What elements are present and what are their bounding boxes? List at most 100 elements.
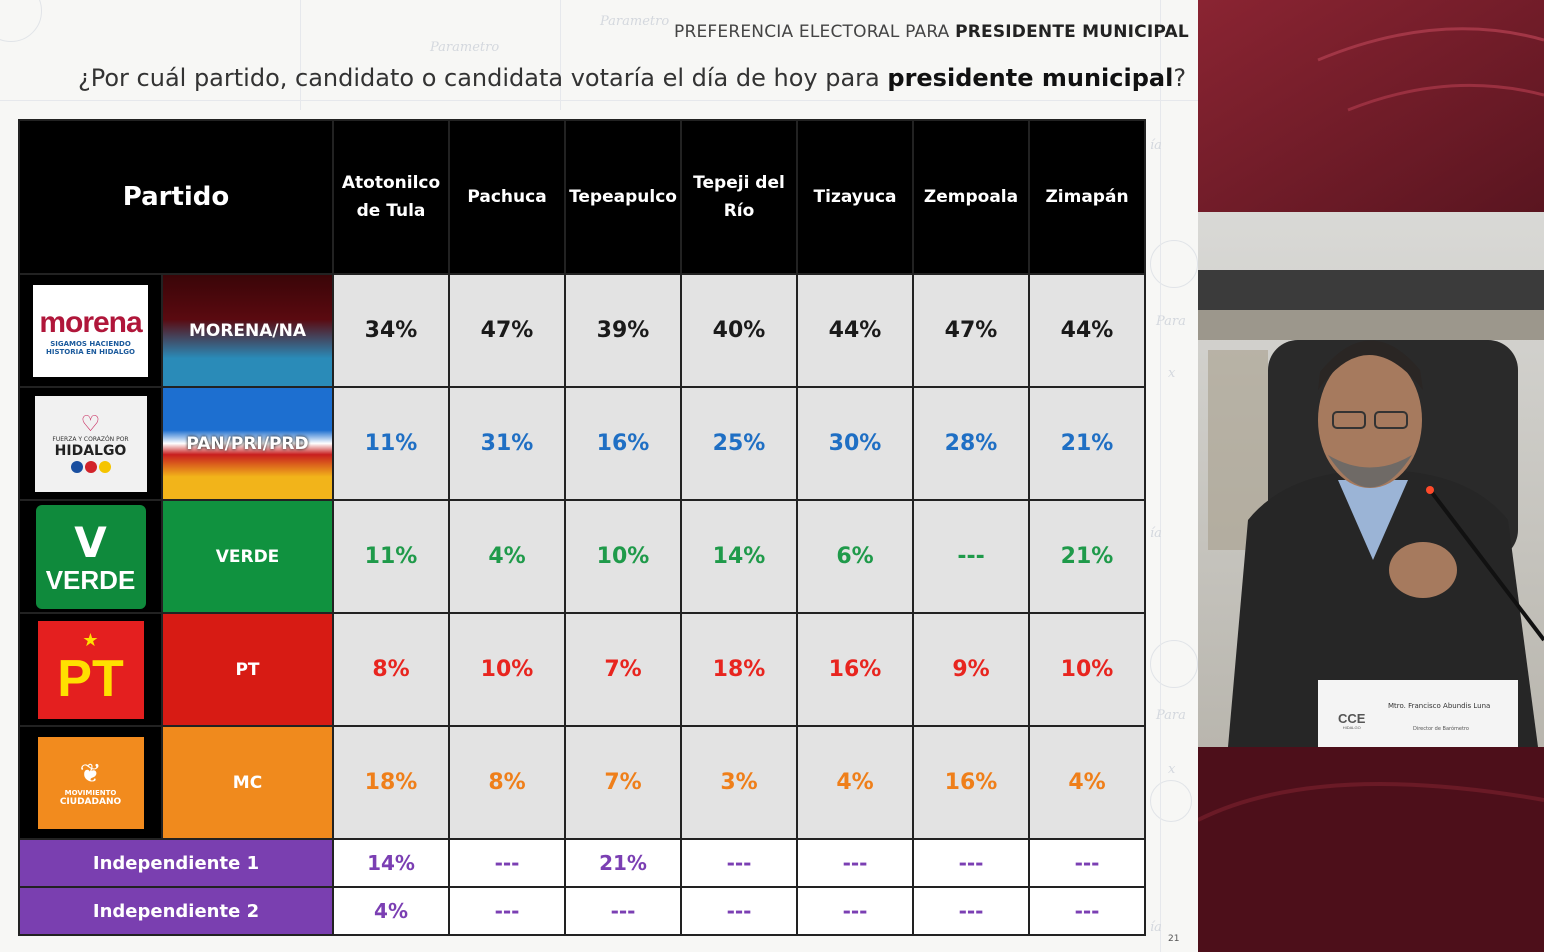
value-cell: 7% [564,612,683,727]
slide-header-emphasis: PRESIDENTE MUNICIPAL [955,22,1189,42]
municipality-header: Zempoala [912,119,1031,275]
value-cell: 18% [680,612,799,727]
bg-circle [1150,240,1198,288]
party-emblems-icon [70,461,111,473]
value-cell: --- [912,886,1031,936]
mc-logo-text: MOVIMIENTO [64,788,117,797]
value-cell: 47% [448,273,567,388]
municipality-header: Pachuca [448,119,567,275]
value-cell: 28% [912,386,1031,501]
value-cell: 8% [448,725,567,840]
value-cell: 21% [1028,386,1147,501]
verde-logo-text: VERDE [45,564,136,595]
value-cell: 16% [564,386,683,501]
party-name-cell: PAN/PRI/PRD [160,386,335,501]
independent-name-cell: Independiente 2 [17,886,335,936]
star-icon: ★ [82,629,99,651]
value-cell: 18% [332,725,451,840]
wall-panel [1198,310,1544,340]
bg-circle [1150,640,1198,688]
bg-word: ía [1150,526,1162,541]
survey-question: ¿Por cuál partido, candidato o candidata… [78,64,1186,92]
party-logo-cell: morena SIGAMOS HACIENDO HISTORIA EN HIDA… [18,273,163,388]
table-header-row: Partido Atotonilco de Tula Pachuca Tepeap… [17,119,1147,275]
slide-header-prefix: PREFERENCIA ELECTORAL PARA [674,22,956,42]
beard [1328,455,1412,488]
bg-line [300,0,301,110]
value-cell: 4% [796,725,915,840]
party-name-cell: PT [160,612,335,727]
municipality-header: Zimapán [1028,119,1147,275]
value-cell: 44% [796,273,915,388]
nameplate-name: Mtro. Francisco Abundis Luna [1388,702,1491,710]
mc-logo: ❦ MOVIMIENTO CIUDADANO [37,736,144,829]
morena-logo-slogan: HISTORIA EN HIDALGO [45,347,135,356]
value-cell: --- [448,886,567,936]
value-cell: 14% [680,499,799,614]
frame-decor [1198,782,1544,822]
party-logo-cell: ❦ MOVIMIENTO CIUDADANO [18,725,163,840]
municipality-header-line: de Tula [356,201,426,221]
value-cell: --- [564,886,683,936]
independent-name-cell: Independiente 1 [17,838,335,888]
bg-circle [1150,780,1192,822]
bg-line [0,100,1198,101]
frame-top [1198,0,1544,212]
value-cell: 4% [332,886,451,936]
bg-word: x [1168,762,1176,777]
nameplate-logo-sub: HIDALGO [1342,725,1361,730]
nameplate-logo-text: CCE [1338,711,1366,726]
morena-logo-text: morena [39,305,142,339]
bg-word: Para [1156,314,1186,329]
question-emphasis: presidente municipal [887,64,1174,92]
value-cell: 14% [332,838,451,888]
party-name-cell: VERDE [160,499,335,614]
speaker-head [1318,352,1422,488]
hair [1318,340,1423,390]
nameplate-role: Director de Barómetro [1413,726,1469,732]
value-cell: 7% [564,725,683,840]
toucan-v-icon: V [74,517,107,567]
value-cell: 31% [448,386,567,501]
municipality-header: Tizayuca [796,119,915,275]
question-suffix: ? [1173,64,1187,92]
bg-word: Parametro [430,40,500,55]
coalition-logo-slogan: FUERZA Y CORAZÓN POR [52,436,129,443]
value-cell: --- [680,886,799,936]
value-cell: 6% [796,499,915,614]
value-cell: 10% [564,499,683,614]
eagle-icon: ❦ [79,758,102,789]
video-feed-image [1198,0,1544,952]
value-cell: 4% [1028,725,1147,840]
value-cell: --- [796,886,915,936]
nameplate [1318,680,1518,747]
frame-bottom [1198,747,1544,952]
speaker-hand [1389,542,1457,598]
value-cell: --- [680,838,799,888]
value-cell: 10% [1028,612,1147,727]
coalition-logo-text: HIDALGO [54,443,127,459]
video-feed: CCE HIDALGO Mtro. Francisco Abundis Luna… [1198,0,1544,952]
value-cell: 30% [796,386,915,501]
bg-line [560,0,561,110]
microphone-light [1426,486,1434,494]
page-number: 21 [1168,934,1180,944]
table-row: V VERDE VERDE 11% 4% 10% 14% 6% --- 21% [18,499,1147,614]
party-name-cell: MC [160,725,335,840]
bg-word: x [1168,366,1176,381]
value-cell: 16% [796,612,915,727]
value-cell: --- [912,499,1031,614]
bg-word: Para [1156,708,1186,723]
value-cell: 3% [680,725,799,840]
table-row: ❦ MOVIMIENTO CIUDADANO MC 18% 8% 7% 3% 4… [18,725,1147,840]
municipality-header: Atotonilco de Tula [332,119,451,275]
value-cell: --- [1028,886,1147,936]
pt-logo-text: PT [57,649,124,708]
party-logo-cell: V VERDE [18,499,163,614]
value-cell: 39% [564,273,683,388]
value-cell: 47% [912,273,1031,388]
nameplate-logo: CCE HIDALGO [1338,712,1365,730]
question-prefix: ¿Por cuál partido, candidato o candidata… [78,64,888,92]
table-row: Independiente 2 4% --- --- --- --- --- -… [17,886,1147,936]
glasses [1374,411,1408,429]
